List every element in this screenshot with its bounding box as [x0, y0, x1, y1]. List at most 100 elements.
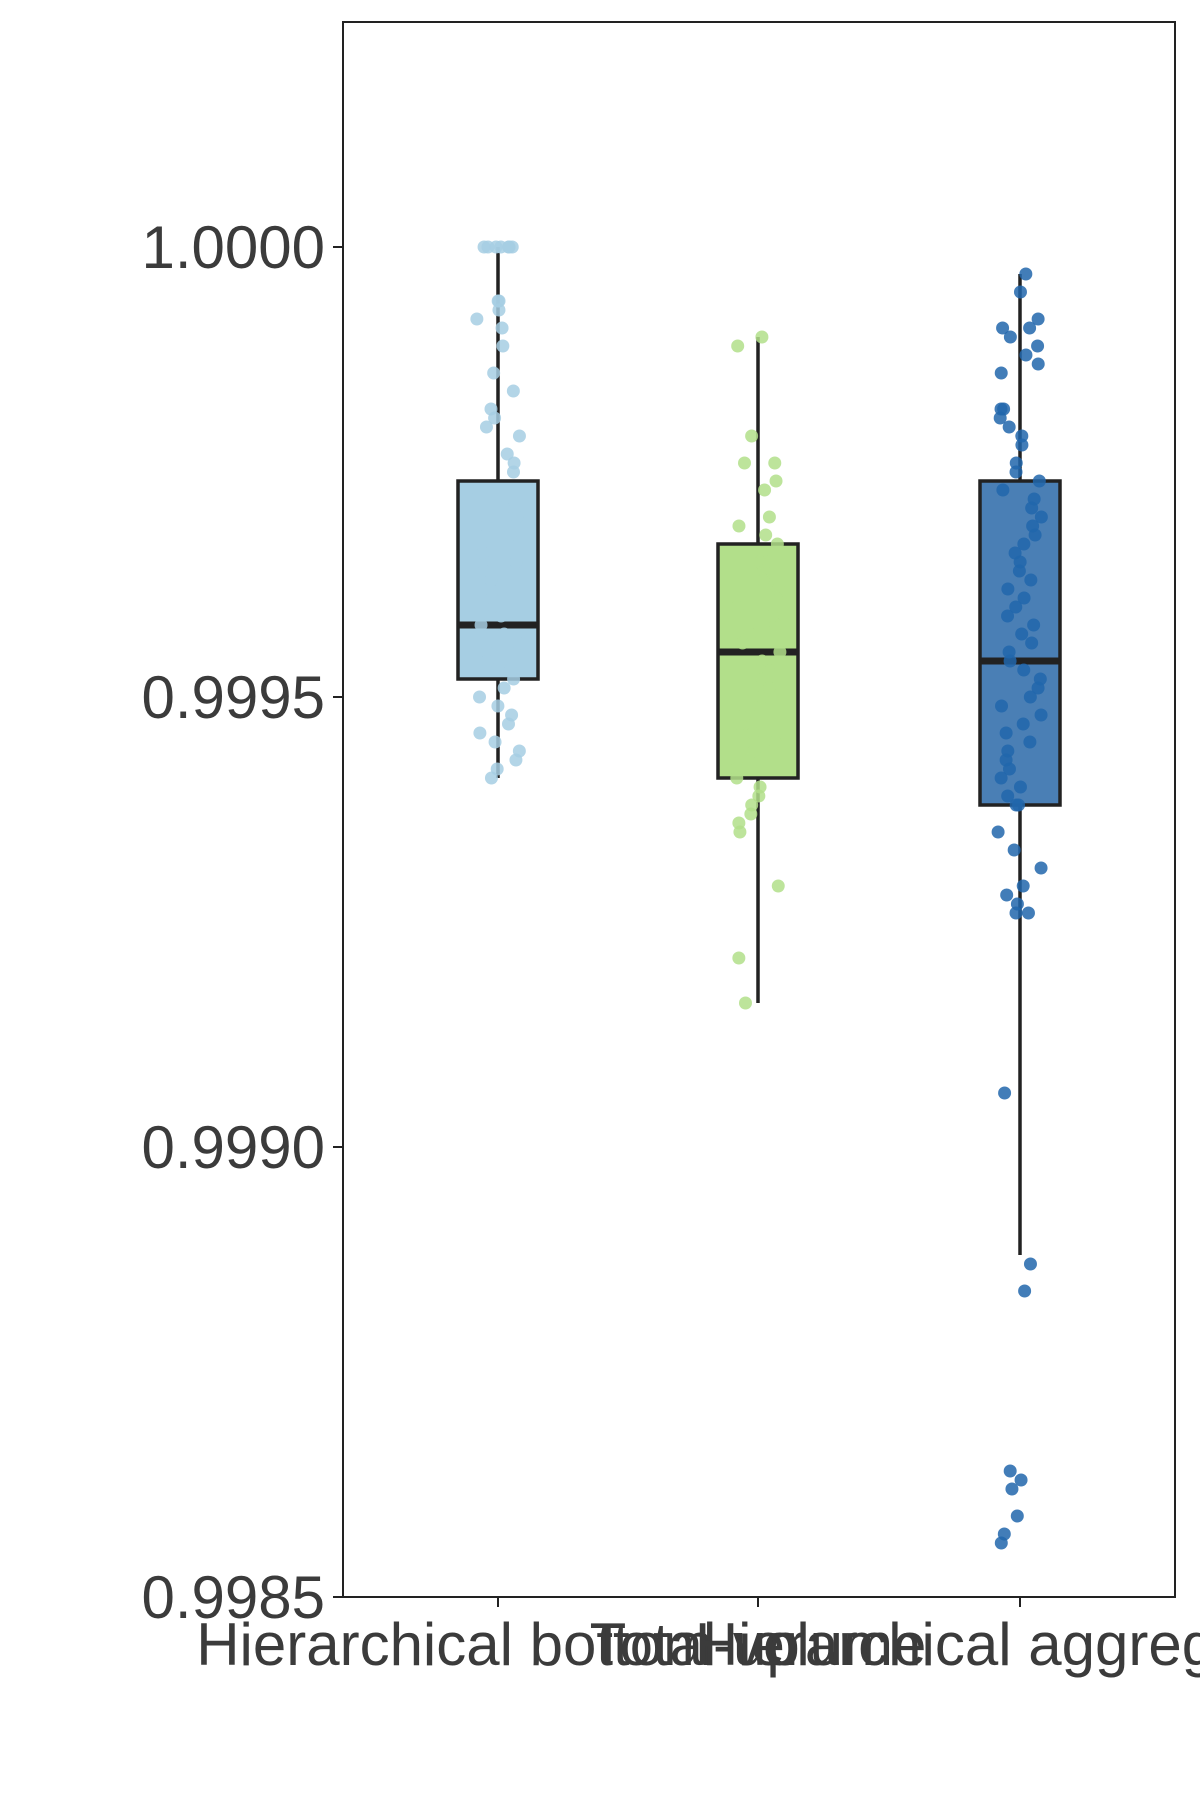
data-point [481, 654, 495, 668]
data-point [752, 789, 766, 803]
data-point [732, 951, 746, 965]
data-point [1000, 888, 1014, 902]
data-point [744, 807, 758, 821]
data-point [477, 564, 491, 578]
data-point [1003, 654, 1017, 668]
data-point [1028, 528, 1042, 542]
data-point [479, 519, 493, 533]
data-point [500, 447, 514, 461]
data-point [1016, 717, 1030, 731]
data-point [492, 303, 506, 317]
data-point [1010, 1509, 1024, 1523]
data-point [1034, 861, 1048, 875]
data-point [768, 735, 782, 749]
data-point [487, 600, 501, 614]
data-point [497, 501, 511, 515]
data-point [738, 456, 752, 470]
data-point [1001, 582, 1015, 596]
data-point [487, 366, 501, 380]
data-point [732, 519, 746, 533]
data-point [1031, 681, 1045, 695]
data-point [1024, 573, 1038, 587]
data-point [1017, 537, 1031, 551]
data-point [1032, 474, 1046, 488]
data-point [994, 1536, 1008, 1550]
data-point [768, 456, 782, 470]
data-point [769, 474, 783, 488]
data-point [755, 690, 769, 704]
data-point [481, 240, 495, 254]
data-point [502, 240, 516, 254]
data-point [495, 321, 509, 335]
data-point [1025, 636, 1039, 650]
x-category-label-1: Total volume [590, 1611, 927, 1678]
data-point [1009, 600, 1023, 614]
data-point [758, 483, 772, 497]
data-point [1023, 321, 1037, 335]
data-point [1015, 627, 1029, 641]
data-point [509, 555, 523, 569]
data-point [491, 699, 505, 713]
data-point [479, 420, 493, 434]
data-point [730, 771, 744, 785]
data-point [1034, 510, 1048, 524]
data-point [1025, 501, 1039, 515]
data-point [742, 753, 756, 767]
data-point [1023, 690, 1037, 704]
data-point [762, 510, 776, 524]
data-point [996, 321, 1010, 335]
data-point [494, 582, 508, 596]
data-point [1027, 618, 1041, 632]
y-tick-label-3: 0.9985 [141, 1564, 325, 1631]
data-point [506, 384, 520, 398]
data-point [998, 1086, 1012, 1100]
data-point [745, 429, 759, 443]
data-point [484, 771, 498, 785]
data-point [507, 672, 521, 686]
data-point [476, 546, 490, 560]
data-point [730, 600, 744, 614]
data-point [770, 537, 784, 551]
data-point [736, 636, 750, 650]
data-point [509, 753, 523, 767]
data-point [503, 528, 517, 542]
data-point [510, 510, 524, 524]
data-point [1031, 357, 1045, 371]
data-point [1019, 267, 1033, 281]
data-point [756, 672, 770, 686]
data-point [473, 690, 487, 704]
data-point [506, 465, 520, 479]
data-point [494, 609, 508, 623]
data-point [1014, 1473, 1028, 1487]
data-point [1013, 780, 1027, 794]
data-point [1031, 339, 1045, 353]
data-point [731, 339, 745, 353]
data-point [759, 528, 773, 542]
data-point [762, 681, 776, 695]
data-point [994, 771, 1008, 785]
data-point [497, 681, 511, 695]
data-point [1017, 591, 1031, 605]
data-point [1013, 285, 1027, 299]
data-point [994, 366, 1008, 380]
data-point [492, 294, 506, 308]
data-point [488, 411, 502, 425]
data-point [999, 726, 1013, 740]
y-tick-label-1: 0.9995 [141, 664, 325, 731]
data-point [769, 618, 783, 632]
data-point [497, 627, 511, 641]
data-point [1002, 762, 1016, 776]
data-point [1002, 420, 1016, 434]
data-point [991, 825, 1005, 839]
data-point [1015, 438, 1029, 452]
data-point [511, 636, 525, 650]
box-0 [456, 479, 540, 681]
x-category-label-0: Hierarchical bottom-up [196, 1611, 800, 1678]
data-point [488, 735, 502, 749]
data-point [733, 717, 747, 731]
data-point [1001, 789, 1015, 803]
data-point [1015, 429, 1029, 443]
data-point [473, 726, 487, 740]
data-point [1009, 906, 1023, 920]
data-point [474, 618, 488, 632]
